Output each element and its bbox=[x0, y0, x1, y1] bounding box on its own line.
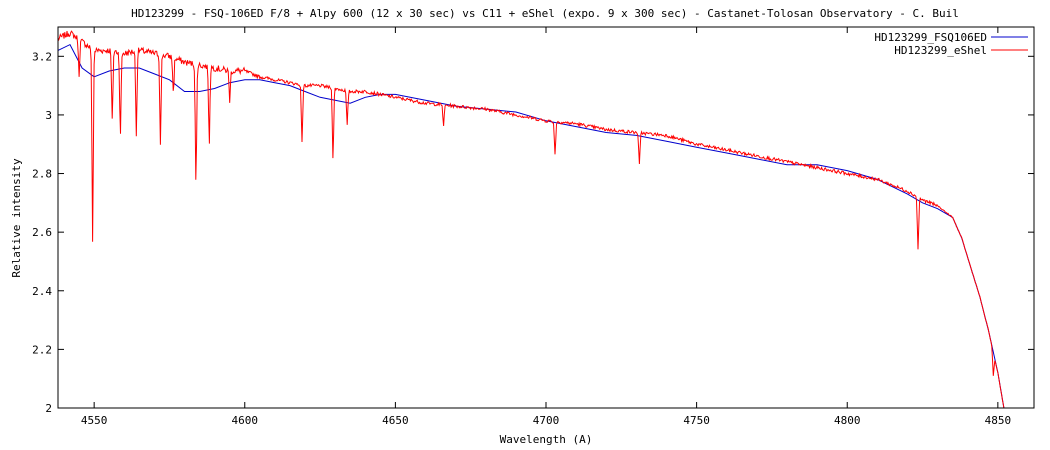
x-tick-label: 4550 bbox=[81, 414, 108, 427]
y-tick-label: 2.2 bbox=[32, 343, 52, 356]
axis-ticks: 4550 4600 4650 4700 4750 4800 4850 2 2.2 2.4 2.6 2.… bbox=[32, 27, 1034, 427]
y-tick-label: 3.2 bbox=[32, 50, 52, 63]
x-tick-label: 4700 bbox=[533, 414, 560, 427]
y-axis-label: Relative intensity bbox=[10, 158, 23, 278]
plot-frame bbox=[57, 26, 1035, 409]
y-tick-label: 2.4 bbox=[32, 285, 52, 298]
chart-title: HD123299 - FSQ-106ED F/8 + Alpy 600 (12 … bbox=[131, 7, 959, 20]
y-tick-label: 2 bbox=[45, 402, 52, 415]
x-tick-label: 4600 bbox=[232, 414, 259, 427]
x-tick-label: 4750 bbox=[683, 414, 710, 427]
y-tick-label: 2.8 bbox=[32, 168, 52, 181]
series-line-fsq106ed bbox=[57, 43, 1005, 409]
legend-label-fsq106ed: HD123299_FSQ106ED bbox=[874, 31, 987, 44]
x-axis-label: Wavelength (A) bbox=[500, 433, 593, 446]
legend: HD123299_FSQ106ED HD123299_eShel bbox=[874, 31, 1028, 57]
y-tick-label: 3 bbox=[45, 109, 52, 122]
y-tick-label: 2.6 bbox=[32, 226, 52, 239]
x-tick-label: 4800 bbox=[834, 414, 861, 427]
series-layer bbox=[57, 30, 1005, 409]
x-tick-label: 4650 bbox=[382, 414, 409, 427]
legend-label-eshel: HD123299_eShel bbox=[894, 44, 987, 57]
series-line-eshel bbox=[57, 30, 1005, 409]
x-tick-label: 4850 bbox=[985, 414, 1012, 427]
